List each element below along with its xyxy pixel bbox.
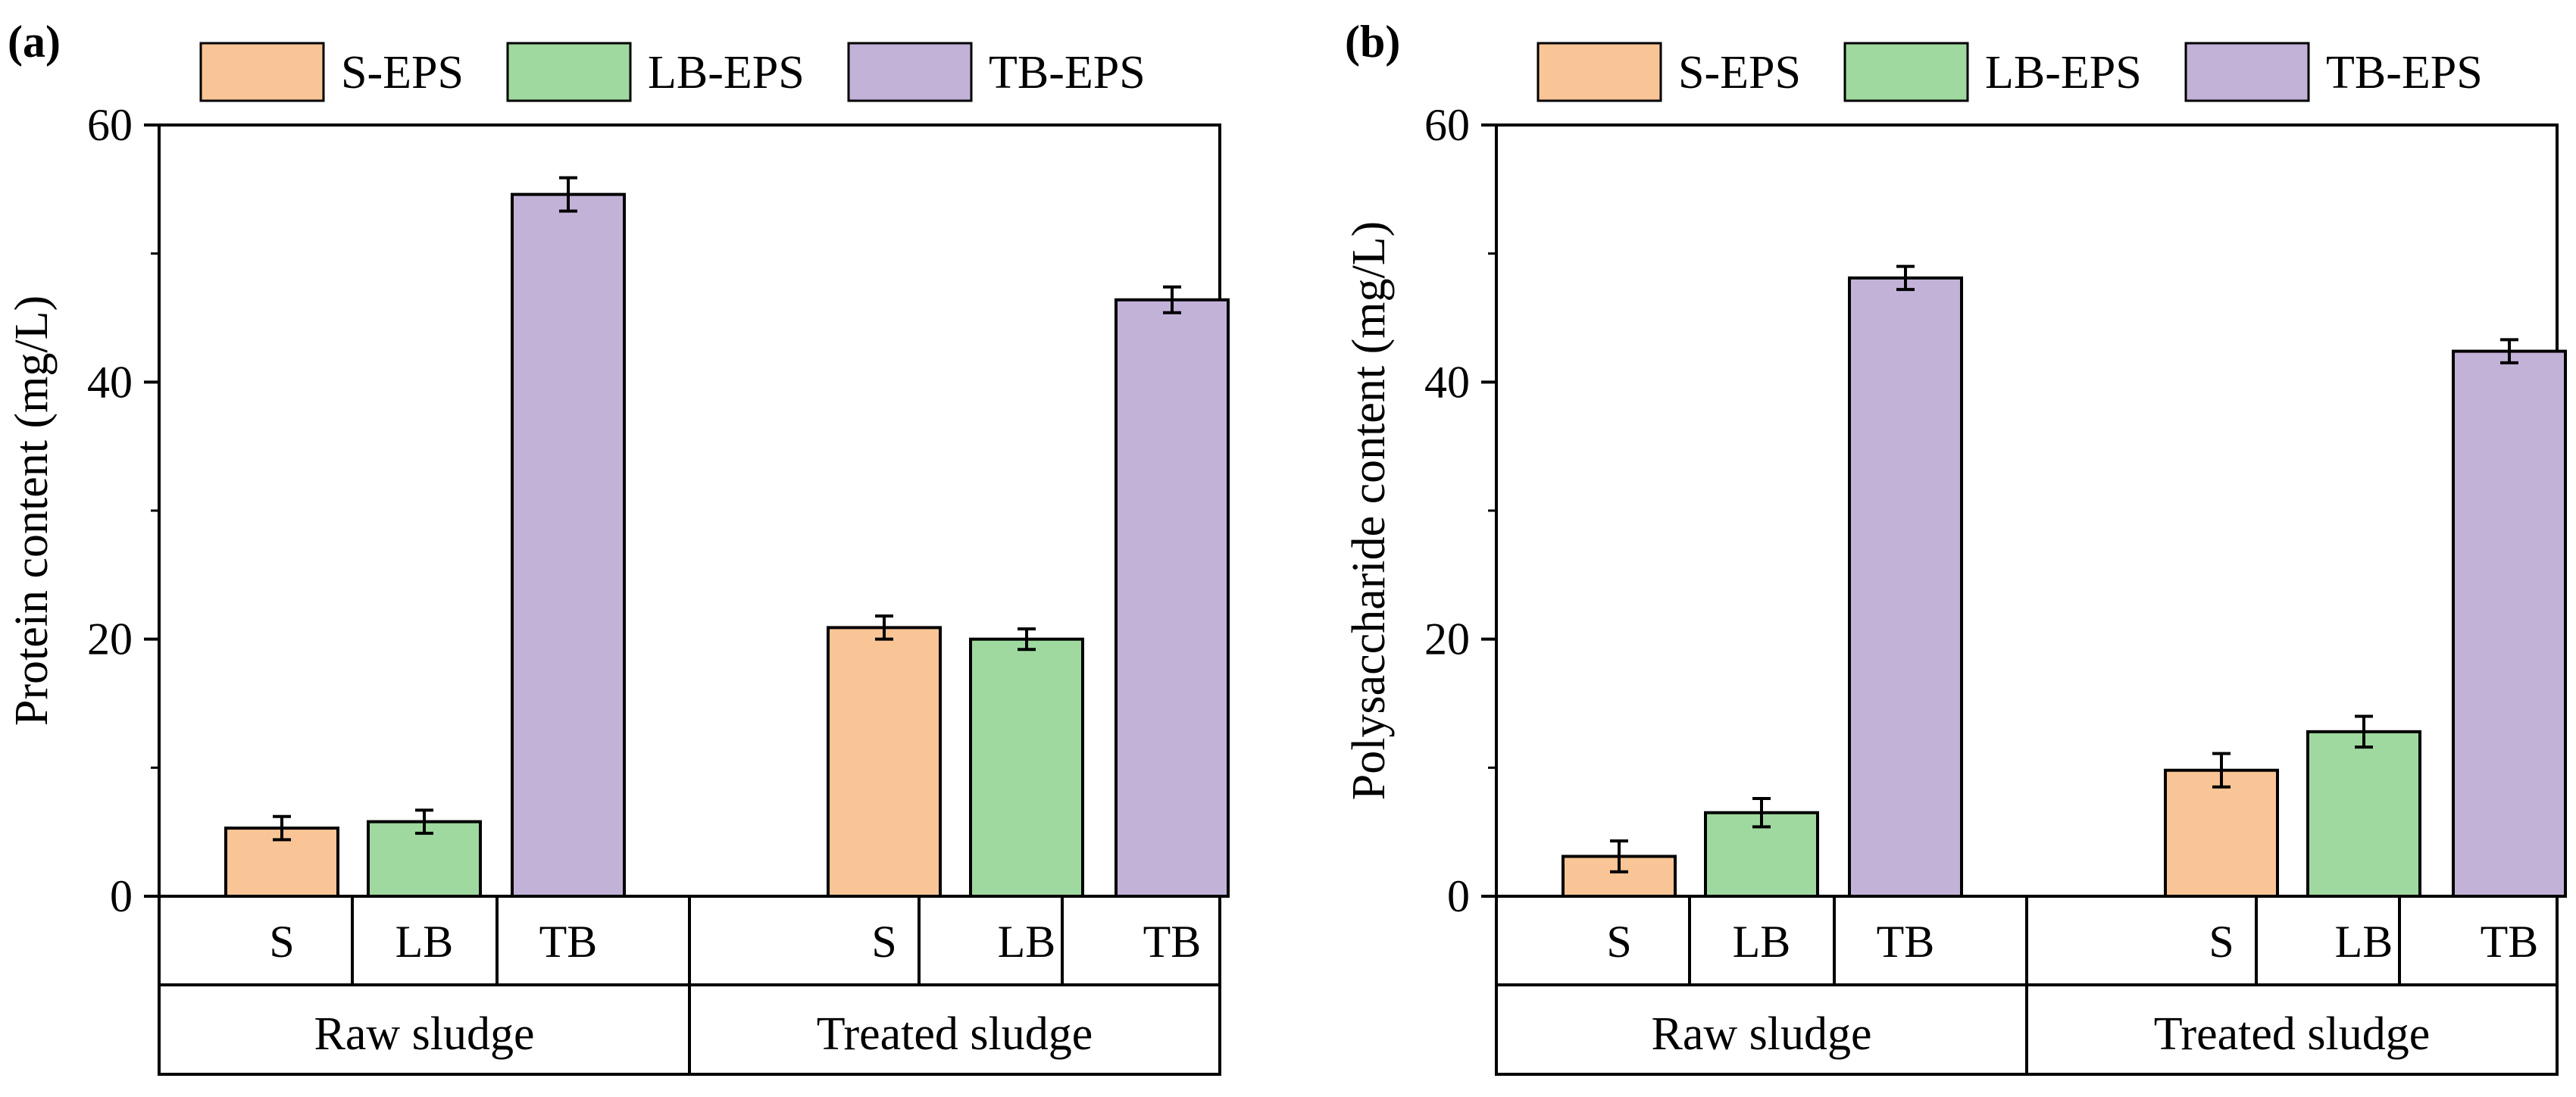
legend-label-tb-eps: TB-EPS (2326, 47, 2483, 98)
y-tick-label: 0 (1447, 871, 1470, 921)
y-axis-label: Polysaccharide content (mg/L) (1343, 221, 1395, 800)
category-label: TB (2481, 917, 2539, 967)
y-tick-label: 60 (1424, 100, 1470, 150)
bar-treated-sludge-lb (969, 637, 1084, 899)
y-axis-label: Protein content (mg/L) (6, 295, 58, 726)
legend-label-lb-eps: LB-EPS (648, 47, 805, 98)
y-tick-label: 60 (87, 100, 133, 150)
category-label: S (1606, 917, 1631, 967)
bar-treated-sludge-tb (1114, 298, 1230, 899)
legend: S-EPS LB-EPS TB-EPS (1537, 42, 2483, 102)
legend-label-s-eps: S-EPS (341, 47, 464, 98)
bar-treated-sludge-lb (2306, 730, 2421, 898)
category-label: LB (2335, 917, 2393, 967)
panel-label: (b) (1345, 17, 1400, 67)
bar-raw-sludge-tb (511, 192, 626, 898)
category-label: S (269, 917, 294, 967)
panel-a: (a) S-EPS LB-EPS TB-EPS 0 20 40 60 Protein conte… (6, 17, 1230, 1076)
legend-label-lb-eps: LB-EPS (1985, 47, 2142, 98)
y-tick-label: 40 (87, 357, 133, 407)
y-tick-label: 40 (1424, 357, 1470, 407)
y-tick-label: 0 (110, 871, 133, 921)
error-bar (875, 614, 893, 641)
bar-treated-sludge-tb (2452, 349, 2567, 898)
group-label: Raw sludge (314, 1008, 534, 1060)
error-bar (273, 814, 291, 842)
legend-swatch-tb-eps (847, 42, 973, 102)
legend-label-s-eps: S-EPS (1678, 47, 1801, 98)
error-bar (1896, 264, 1915, 292)
y-tick-label: 20 (1424, 614, 1470, 664)
category-label: TB (539, 917, 598, 967)
category-label: LB (998, 917, 1056, 967)
category-label: TB (1143, 917, 1202, 967)
legend-swatch-lb-eps (506, 42, 632, 102)
panel-label: (a) (8, 17, 61, 67)
error-bar (2212, 752, 2231, 789)
legend-label-tb-eps: TB-EPS (989, 47, 1146, 98)
error-bar (1018, 627, 1036, 652)
error-bar (2355, 714, 2373, 749)
category-label: S (871, 917, 896, 967)
y-tick-label: 20 (87, 614, 133, 664)
bar-treated-sludge-s (827, 626, 942, 898)
error-bar (1163, 285, 1181, 314)
category-label: TB (1877, 917, 1935, 967)
error-bar (2500, 338, 2518, 364)
error-bar (415, 808, 433, 835)
legend: S-EPS LB-EPS TB-EPS (199, 42, 1146, 102)
error-bar (559, 176, 577, 213)
group-label: Raw sludge (1651, 1008, 1871, 1060)
category-label: S (2209, 917, 2234, 967)
legend-swatch-s-eps (1537, 42, 1662, 102)
error-bar (1610, 839, 1628, 874)
category-label: LB (1733, 917, 1791, 967)
legend-swatch-tb-eps (2184, 42, 2310, 102)
legend-swatch-s-eps (199, 42, 325, 102)
error-bar (1752, 797, 1771, 829)
panel-b: (b) S-EPS LB-EPS TB-EPS 0 20 40 60 Polysaccharid… (1343, 17, 2567, 1076)
category-label: LB (395, 917, 454, 967)
legend-swatch-lb-eps (1843, 42, 1969, 102)
group-label: Treated sludge (2154, 1008, 2431, 1060)
bar-treated-sludge-s (2164, 768, 2279, 899)
group-label: Treated sludge (817, 1008, 1093, 1060)
bar-raw-sludge-tb (1848, 276, 1963, 898)
